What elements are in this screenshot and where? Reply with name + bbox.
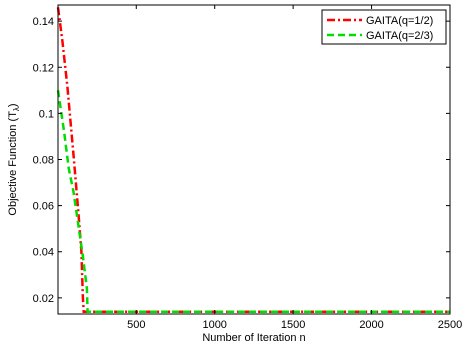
y-tick-label: 0.12 <box>33 62 54 74</box>
y-tick-label: 0.08 <box>33 155 54 167</box>
series-layer <box>56 7 450 313</box>
legend-box <box>321 9 447 45</box>
legend: GAITA(q=1/2) GAITA(q=2/3) <box>321 9 447 45</box>
x-tick-label: 1000 <box>202 319 226 331</box>
y-axis-label-subscript: λ <box>12 107 21 111</box>
x-tick-label: 2500 <box>438 319 462 331</box>
y-tick-label: 0.04 <box>33 247 54 259</box>
legend-label: GAITA(q=1/2) <box>366 15 433 27</box>
y-axis-label-close: ) <box>7 103 19 107</box>
x-tick-label: 500 <box>127 319 145 331</box>
y-axis-label: Objective Function (Tλ) <box>7 103 21 215</box>
y-tick-label: 0.1 <box>39 108 54 120</box>
ticks-layer: 500 1000 1500 2000 2500 0.02 0.04 0.06 0.08 0.1 0.… <box>33 5 462 331</box>
plot-frame <box>57 4 451 315</box>
y-tick-label: 0.02 <box>33 293 54 305</box>
y-tick-label: 0.14 <box>33 16 54 28</box>
legend-label: GAITA(q=2/3) <box>366 30 433 42</box>
x-tick-label: 2000 <box>359 319 383 331</box>
series-line <box>56 90 450 313</box>
series-line <box>56 7 450 313</box>
y-axis-label-main: Objective Function (T <box>7 111 19 216</box>
x-tick-label: 1500 <box>281 319 305 331</box>
x-axis-label: Number of Iteration n <box>202 332 305 344</box>
y-tick-label: 0.06 <box>33 201 54 213</box>
